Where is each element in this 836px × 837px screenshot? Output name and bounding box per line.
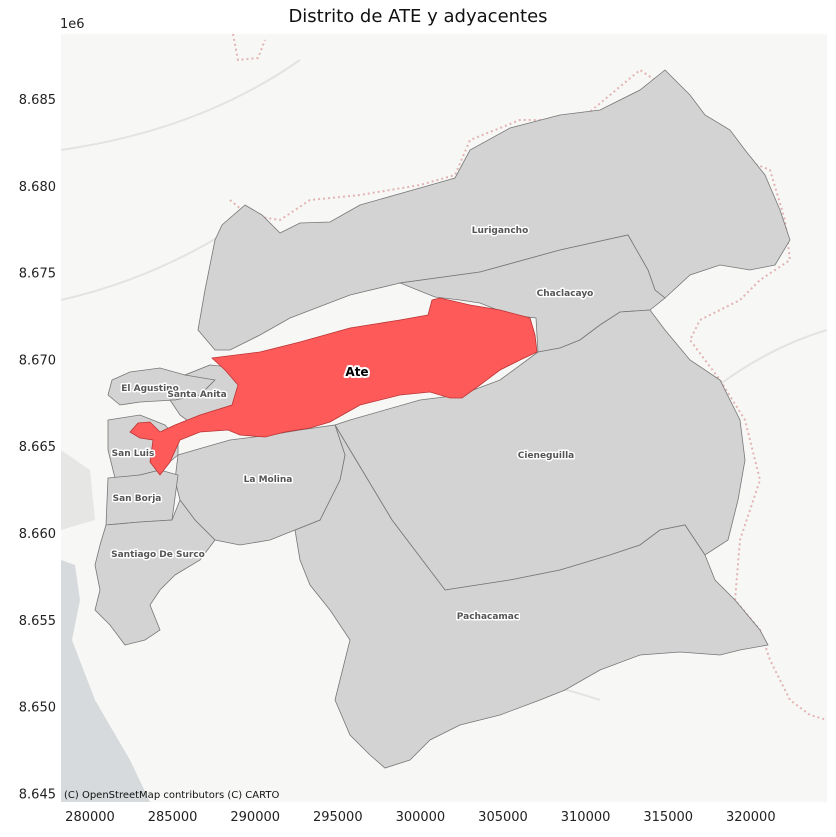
label-san-luis: San Luis	[112, 449, 155, 459]
x-tick-label: 295000	[313, 810, 363, 825]
label-lurigancho: Lurigancho	[472, 226, 529, 236]
x-tick-label: 285000	[148, 810, 198, 825]
district-santiago-de-surco	[94, 499, 216, 646]
district-polygons	[94, 69, 791, 769]
y-offset-label: 1e6	[60, 17, 85, 32]
label-santiago-de-surco: Santiago De Surco	[111, 550, 205, 560]
map-title: Distrito de ATE y adyacentes	[288, 6, 548, 27]
y-tick-label: 8.670	[19, 353, 56, 368]
y-tick-label: 8.645	[19, 787, 56, 802]
x-tick-label: 310000	[561, 810, 611, 825]
x-tick-label: 300000	[396, 810, 446, 825]
label-el-agustino: El Agustino	[121, 384, 179, 394]
x-tick-label: 280000	[65, 810, 115, 825]
x-axis: 280000 285000 290000 295000 300000 305000 3100…	[65, 810, 775, 825]
label-ate: Ate	[345, 365, 368, 379]
ocean	[61, 560, 150, 802]
y-tick-label: 8.655	[19, 614, 56, 629]
label-santa-anita: Santa Anita	[167, 390, 226, 400]
x-tick-label: 320000	[726, 810, 776, 825]
y-tick-label: 8.685	[19, 93, 56, 108]
attribution: (C) OpenStreetMap contributors (C) CARTO	[64, 790, 279, 801]
district-lurigancho	[197, 69, 791, 351]
label-la-molina: La Molina	[244, 475, 293, 485]
label-pachacamac: Pachacamac	[457, 612, 519, 622]
district-ate-highlight	[129, 297, 538, 476]
district-pachacamac	[294, 424, 769, 769]
label-cieneguilla: Cieneguilla	[518, 451, 574, 461]
y-tick-label: 8.675	[19, 267, 56, 282]
y-tick-label: 8.650	[19, 701, 56, 716]
x-tick-label: 305000	[478, 810, 528, 825]
label-san-borja: San Borja	[113, 494, 162, 504]
y-tick-label: 8.665	[19, 440, 56, 455]
x-tick-label: 315000	[643, 810, 693, 825]
y-tick-label: 8.680	[19, 180, 56, 195]
label-chaclacayo: Chaclacayo	[537, 289, 594, 299]
y-tick-label: 8.660	[19, 527, 56, 542]
x-tick-label: 290000	[230, 810, 280, 825]
y-axis: 8.685 8.680 8.675 8.670 8.665 8.660 8.655 8.650…	[19, 93, 56, 802]
